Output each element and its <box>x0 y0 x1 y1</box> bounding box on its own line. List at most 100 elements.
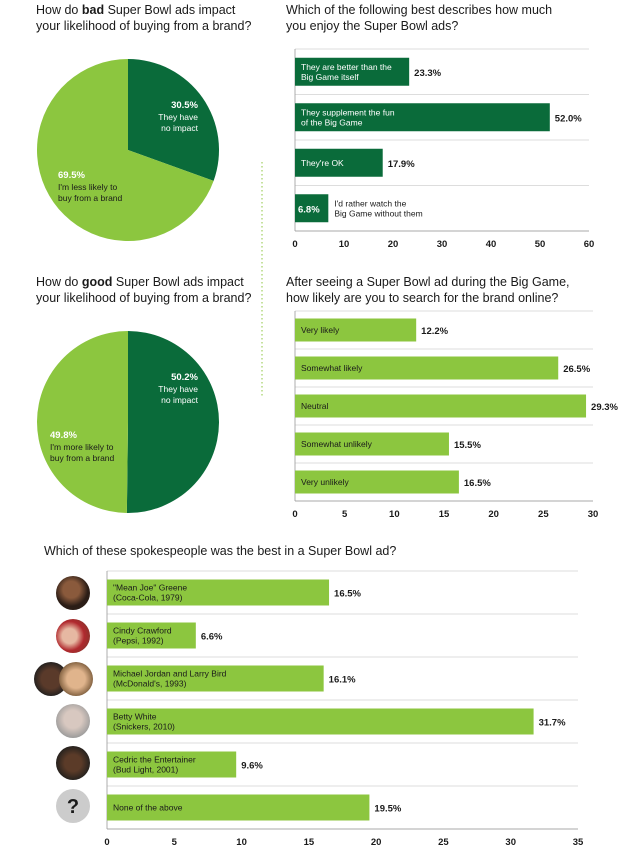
bar-category-label: Big Game itself <box>301 72 359 82</box>
bar-category-label: (Coca-Cola, 1979) <box>113 593 183 603</box>
spokesperson-photo-mean-joe-greene <box>56 576 90 610</box>
x-tick-label: 50 <box>535 239 546 250</box>
bar-value-label: 6.6% <box>201 632 223 643</box>
x-tick-label: 20 <box>388 239 399 250</box>
x-tick-label: 5 <box>342 509 348 520</box>
bar <box>295 194 329 223</box>
pie-slice-label: They have <box>158 384 198 394</box>
bar <box>107 794 370 821</box>
x-tick-label: 10 <box>339 239 350 250</box>
pie-slice <box>36 59 214 241</box>
bar-value-label: 17.9% <box>388 159 415 170</box>
pie-slice-label: no impact <box>161 123 198 133</box>
bar-category-label: They are better than the <box>301 62 392 72</box>
bar-category-label: Very likely <box>301 325 340 335</box>
x-tick-label: 40 <box>486 239 497 250</box>
bar-value-label: 23.3% <box>414 68 441 79</box>
bar <box>295 356 559 380</box>
bar-value-label: 19.5% <box>374 804 401 815</box>
bar-chart-4: "Mean Joe" Greene(Coca-Cola, 1979) 16.5% C… <box>104 570 584 848</box>
bar-value-label: 12.2% <box>421 326 448 337</box>
spokespeople-chart-title: Which of these spokespeople was the best… <box>44 544 397 558</box>
unknown-avatar-circle <box>56 789 90 823</box>
bar-category-label: Neutral <box>301 401 329 411</box>
bar-value-label: 15.5% <box>454 440 481 451</box>
spokesperson-photo-larry-bird <box>59 662 93 696</box>
bar <box>107 708 534 735</box>
pie-slice-value: 50.2% <box>171 372 198 383</box>
bar-chart-3: Very likely 12.2% Somewhat likely 26.5% Neut… <box>292 310 619 520</box>
bar-category-label: (Bud Light, 2001) <box>113 765 178 775</box>
bar-category-label: Betty White <box>113 712 157 722</box>
bar <box>107 622 196 649</box>
pie-bad-title: How do bad Super Bowl ads impact your li… <box>36 3 252 33</box>
bar <box>295 318 417 342</box>
bar <box>295 148 383 177</box>
bar <box>107 751 237 778</box>
bar-category-label: of the Big Game <box>301 117 363 127</box>
bar-value-label: 6.8% <box>298 204 320 215</box>
x-tick-label: 60 <box>584 239 595 250</box>
bar-value-label: 26.5% <box>563 364 590 375</box>
pie-good-title: How do good Super Bowl ads impact your l… <box>36 275 252 305</box>
bar <box>295 394 587 418</box>
x-tick-label: 15 <box>304 837 315 848</box>
pie-slice <box>36 331 129 513</box>
x-tick-label: 30 <box>437 239 448 250</box>
x-tick-label: 25 <box>538 509 549 520</box>
bar-category-label: (McDonald's, 1993) <box>113 679 187 689</box>
pie-slice <box>128 59 219 181</box>
x-tick-label: 25 <box>438 837 449 848</box>
search-chart-title: After seeing a Super Bowl ad during the … <box>286 275 570 305</box>
spokesperson-photo-cindy-crawford <box>56 619 90 653</box>
pie-slice-label: They have <box>158 112 198 122</box>
x-tick-label: 35 <box>573 837 584 848</box>
x-tick-label: 15 <box>439 509 450 520</box>
bar-category-label: Cindy Crawford <box>113 626 172 636</box>
bar-value-label: 9.6% <box>241 761 263 772</box>
pie-slice <box>126 331 219 513</box>
bar-category-label: (Pepsi, 1992) <box>113 636 164 646</box>
bar-category-label: Michael Jordan and Larry Bird <box>113 669 227 679</box>
x-tick-label: 10 <box>389 509 400 520</box>
bar-value-label: 31.7% <box>539 718 566 729</box>
x-tick-label: 0 <box>104 837 109 848</box>
bar <box>295 432 449 456</box>
x-tick-label: 30 <box>505 837 516 848</box>
bar-category-label: They supplement the fun <box>301 107 395 117</box>
x-tick-label: 0 <box>292 509 297 520</box>
bar <box>295 57 410 86</box>
pie-slice-label: buy from a brand <box>58 193 123 203</box>
pie-slice-value: 69.5% <box>58 170 85 181</box>
enjoy-chart-title: Which of the following best describes ho… <box>286 3 553 33</box>
bar-category-label: Very unlikely <box>301 477 349 487</box>
bar-category-label: None of the above <box>113 803 183 813</box>
bar-category-label: Cedric the Entertainer <box>113 755 196 765</box>
bar <box>295 470 459 494</box>
bar-category-label: I'd rather watch the <box>334 198 406 208</box>
spokesperson-photo-betty-white <box>56 704 90 738</box>
bar-category-label: "Mean Joe" Greene <box>113 583 187 593</box>
bar-value-label: 16.1% <box>329 675 356 686</box>
bar-value-label: 16.5% <box>334 589 361 600</box>
pie-slice-value: 30.5% <box>171 100 198 111</box>
pie-slice-label: no impact <box>161 395 198 405</box>
bar-category-label: (Snickers, 2010) <box>113 722 175 732</box>
bar-value-label: 29.3% <box>591 402 618 413</box>
bar-value-label: 52.0% <box>555 113 582 124</box>
bar-category-label: Big Game without them <box>334 208 422 218</box>
x-tick-label: 0 <box>292 239 297 250</box>
pie-slice-label: buy from a brand <box>50 453 115 463</box>
x-tick-label: 5 <box>172 837 178 848</box>
spokesperson-photo-cedric <box>56 746 90 780</box>
pie-slice-label: I'm less likely to <box>58 182 118 192</box>
x-tick-label: 20 <box>488 509 499 520</box>
pie-slice-label: I'm more likely to <box>50 442 114 452</box>
bar-category-label: They're OK <box>301 158 344 168</box>
x-tick-label: 10 <box>236 837 247 848</box>
x-tick-label: 20 <box>371 837 382 848</box>
bar-value-label: 16.5% <box>464 478 491 489</box>
